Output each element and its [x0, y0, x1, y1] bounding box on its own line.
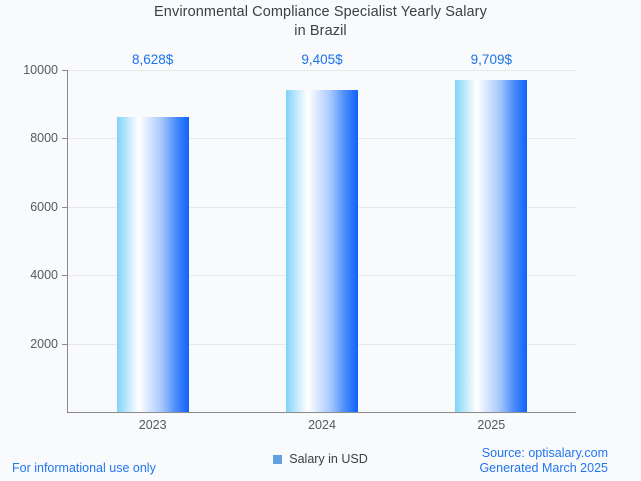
legend-swatch-icon — [273, 454, 283, 464]
bar[interactable] — [455, 80, 527, 412]
y-tick-label-wrap: 6000 — [0, 200, 58, 214]
y-tick-mark — [62, 344, 68, 345]
y-tick-mark — [62, 275, 68, 276]
gridline — [68, 70, 576, 71]
chart-legend[interactable]: Salary in USD — [0, 452, 641, 466]
y-tick-label: 2000 — [30, 337, 58, 351]
y-tick-label-wrap: 4000 — [0, 268, 58, 282]
x-tick-label: 2025 — [477, 418, 506, 432]
y-tick-label-wrap: 10000 — [0, 63, 58, 77]
chart-title: Environmental Compliance Specialist Year… — [154, 4, 487, 39]
bar-value-label: 8,628$ — [132, 52, 174, 67]
x-tick-label: 2024 — [308, 418, 336, 432]
bar-value-label: 9,405$ — [301, 52, 343, 67]
y-tick-mark — [62, 207, 68, 208]
x-axis-line — [68, 412, 576, 413]
bar[interactable] — [117, 117, 189, 412]
y-tick-label-wrap: 8000 — [0, 131, 58, 145]
bar[interactable] — [286, 90, 358, 412]
legend-label-salary-in-usd: Salary in USD — [289, 452, 368, 466]
footer-generated: Generated March 2025 — [479, 461, 608, 475]
y-tick-label: 6000 — [30, 200, 58, 214]
footer-disclaimer: For informational use only — [12, 461, 156, 475]
y-tick-mark — [62, 70, 68, 71]
y-tick-label: 4000 — [30, 268, 58, 282]
y-tick-label-wrap: 2000 — [0, 337, 58, 351]
y-axis-line — [67, 70, 68, 413]
footer-source-block: Source: optisalary.com Generated March 2… — [479, 446, 608, 476]
footer-source: Source: optisalary.com — [481, 446, 608, 460]
y-tick-label: 10000 — [23, 63, 58, 77]
y-tick-mark — [62, 138, 68, 139]
bar-value-label: 9,709$ — [470, 52, 512, 67]
y-tick-label: 8000 — [30, 131, 58, 145]
x-tick-label: 2023 — [138, 418, 167, 432]
